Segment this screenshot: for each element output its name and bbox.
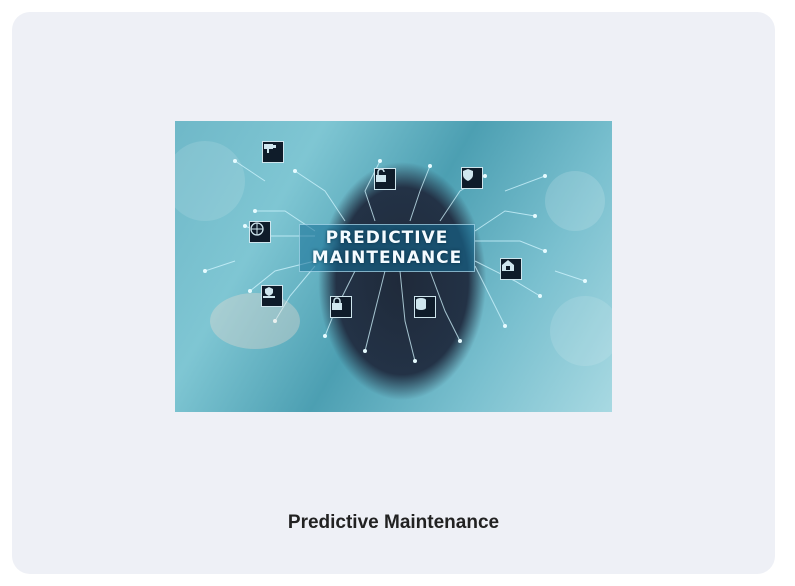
shield-icon xyxy=(461,167,483,189)
banner-title: PREDICTIVE MAINTENANCE xyxy=(299,224,475,272)
image-caption: Predictive Maintenance xyxy=(287,512,500,533)
circuit-lines-graphic xyxy=(175,141,612,366)
padlock-icon xyxy=(330,296,352,318)
database-icon xyxy=(414,296,436,318)
home-lock-icon xyxy=(500,258,522,280)
cctv-camera-icon xyxy=(262,141,284,163)
hand-shield-icon xyxy=(261,285,283,307)
globe-icon xyxy=(249,221,271,243)
content-card: PREDICTIVE MAINTENANCE Predictive Mainte… xyxy=(12,12,775,574)
predictive-maintenance-image: PREDICTIVE MAINTENANCE xyxy=(175,121,612,412)
unlock-icon xyxy=(374,168,396,190)
banner-line-1: PREDICTIVE xyxy=(325,228,449,248)
banner-line-2: MAINTENANCE xyxy=(311,248,463,268)
